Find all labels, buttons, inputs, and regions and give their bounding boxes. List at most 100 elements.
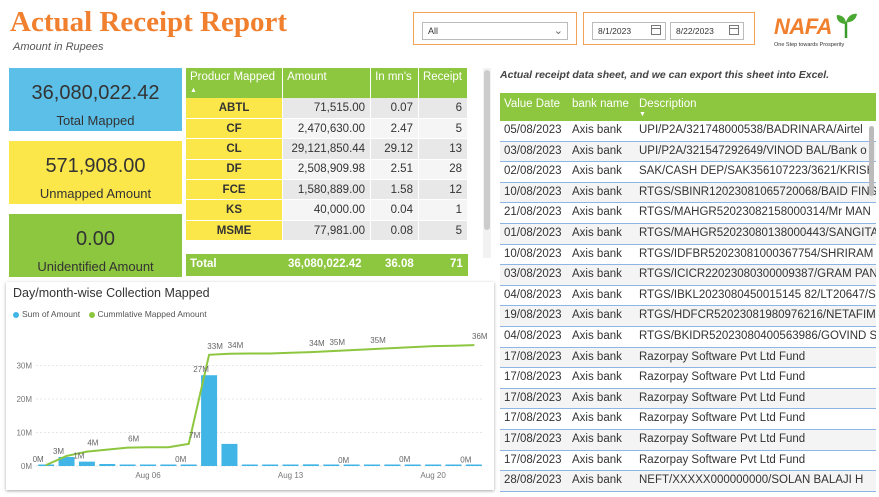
bank-name-cell: Axis bank: [572, 309, 622, 322]
list-item[interactable]: 17/08/2023 Axis bank Razorpay Software Pvt…: [500, 451, 876, 472]
collection-chart-panel: 0M 10M 20M 30M 0M 3M 1M 0M 27M 0M 0M 0M 4M 6M 7M 33M 34M…: [6, 282, 494, 490]
list-item[interactable]: 21/08/2023 Axis bank RTGS/MAHGR52023082158…: [500, 203, 876, 224]
filter-slicer: All ⌄: [413, 12, 577, 45]
bar-data-label: 3M: [53, 447, 64, 456]
kpi-unidentified-card[interactable]: 0.00 Unidentified Amount: [9, 214, 182, 277]
date-range-slicer: 8/1/2023 8/22/2023: [583, 12, 755, 45]
list-item[interactable]: 17/08/2023 Axis bank Razorpay Software Pvt…: [500, 430, 876, 451]
value-date-cell: 01/08/2023: [504, 227, 562, 239]
calendar-icon[interactable]: [651, 25, 661, 35]
column-header-product[interactable]: Producr Mapped ▲: [186, 68, 284, 98]
category-dropdown[interactable]: All ⌄: [422, 22, 568, 40]
list-item[interactable]: 17/08/2023 Axis bank Razorpay Software Pvt…: [500, 368, 876, 389]
list-item[interactable]: 02/08/2023 Axis bank SAK/CASH DEP/SAK35610…: [500, 162, 876, 183]
column-header-value-date[interactable]: Value Date: [504, 98, 561, 110]
table-row[interactable]: ABTL 71,515.00 0.07 6: [186, 98, 468, 119]
description-cell: RTGS/HDFCR52023081980976216/NETAFIM: [639, 309, 876, 322]
column-header-amount[interactable]: Amount: [282, 68, 372, 98]
bar-data-label: 1M: [73, 452, 84, 461]
bar: [262, 464, 279, 466]
product-cell: CF: [186, 118, 284, 140]
receipt-cell: 5: [418, 118, 468, 140]
bar: [241, 464, 258, 466]
bank-name-cell: Axis bank: [572, 350, 622, 363]
scrollbar-thumb[interactable]: [869, 126, 874, 196]
amount-cell: 77,981.00: [282, 220, 372, 242]
list-item[interactable]: 04/08/2023 Axis bank RTGS/IBKL202308045001…: [500, 286, 876, 307]
value-date-cell: 17/08/2023: [504, 453, 562, 466]
sort-down-icon[interactable]: ▼: [639, 111, 646, 118]
kpi-total-mapped-value: 36,080,022.42: [31, 82, 160, 104]
column-header-bank-name[interactable]: bank name: [572, 98, 629, 110]
calendar-icon[interactable]: [729, 25, 739, 35]
list-item[interactable]: 10/08/2023 Axis bank RTGS/IDFBR52023081000…: [500, 245, 876, 266]
list-item[interactable]: 17/08/2023 Axis bank Razorpay Software Pvt…: [500, 409, 876, 430]
column-header-receipt[interactable]: Receipt: [418, 68, 468, 98]
bar-data-label: 0M: [460, 456, 471, 465]
line-point: [208, 353, 210, 356]
receipt-cell: 13: [418, 138, 468, 160]
line-point: [330, 350, 333, 352]
bank-name-cell: Axis bank: [572, 206, 622, 219]
table-row[interactable]: CF 2,470,630.00 2.47 5: [186, 118, 468, 140]
legend-item-cumulative[interactable]: Cummlative Mapped Amount: [88, 309, 207, 319]
line-data-label: 35M: [329, 338, 345, 347]
line-point: [86, 450, 88, 453]
sort-up-icon[interactable]: ▲: [190, 87, 197, 94]
list-item[interactable]: 01/08/2023 Axis bank RTGS/MAHGR52023080138…: [500, 224, 876, 245]
list-item[interactable]: 05/08/2023 Axis bank UPI/P2A/321748000538/…: [500, 121, 876, 142]
bar-data-label: 27M: [193, 365, 209, 374]
x-tick-label: Aug 20: [420, 471, 446, 480]
value-date-cell: 28/08/2023: [504, 474, 562, 487]
value-date-cell: 17/08/2023: [504, 433, 562, 445]
column-header-in-mns[interactable]: In mn's: [370, 68, 419, 98]
table-row[interactable]: MSME 77,981.00 0.08 5: [186, 220, 468, 242]
list-item[interactable]: 17/08/2023 Axis bank Razorpay Software Pvt…: [500, 347, 876, 369]
list-item[interactable]: 04/08/2023 Axis bank RTGS/BKIDR52023080400…: [500, 327, 876, 348]
list-item[interactable]: 28/08/2023 Axis bank NEFT/XXXXX000000000/S…: [500, 471, 876, 492]
bank-name-cell: Axis bank: [572, 124, 622, 136]
kpi-unmapped-label: Unmapped Amount: [39, 186, 152, 201]
column-header-description[interactable]: Description: [639, 98, 697, 110]
description-cell: RTGS/MAHGR52023080138000443/SANGITA: [639, 227, 876, 239]
scrollbar-thumb[interactable]: [484, 70, 490, 230]
kpi-total-mapped-card[interactable]: 36,080,022.42 Total Mapped: [9, 68, 182, 131]
table-row[interactable]: KS 40,000.00 0.04 1: [186, 199, 468, 221]
chevron-down-icon[interactable]: ⌄: [553, 25, 563, 37]
cumulative-line: [45, 344, 474, 466]
list-item[interactable]: 03/08/2023 Axis bank RTGS/ICICR22023080300…: [500, 265, 876, 286]
kpi-unmapped-card[interactable]: 571,908.00 Unmapped Amount: [9, 141, 182, 204]
description-cell: UPI/P2A/321748000538/BADRINARA/Airtel: [639, 124, 863, 136]
list-item[interactable]: 19/08/2023 Axis bank RTGS/HDFCR52023081980…: [500, 306, 876, 327]
receipt-cell: 28: [418, 159, 468, 181]
amount-cell: 71,515.00: [282, 98, 372, 119]
value-date-cell: 04/08/2023: [504, 330, 562, 342]
receipt-cell: 6: [418, 98, 468, 119]
list-item[interactable]: 10/08/2023 Axis bank RTGS/SBINR12023081065…: [500, 182, 876, 204]
table-row[interactable]: FCE 1,580,889.00 1.58 12: [186, 179, 468, 201]
bank-name-cell: Axis bank: [572, 474, 622, 487]
line-point: [289, 351, 292, 354]
line-data-label: 35M: [370, 336, 386, 345]
value-date-cell: 10/08/2023: [504, 247, 562, 260]
bar: [180, 464, 197, 466]
table-row[interactable]: DF 2,508,909.98 2.51 28: [186, 159, 468, 181]
bar: [99, 463, 116, 466]
bar: [221, 443, 238, 466]
line-point: [147, 446, 149, 449]
product-cell: FCE: [186, 179, 284, 201]
value-date-cell: 03/08/2023: [504, 268, 562, 281]
date-to-value: 8/22/2023: [676, 26, 714, 36]
list-item[interactable]: 17/08/2023 Axis bank Razorpay Software Pvt…: [500, 388, 876, 410]
date-from-input[interactable]: 8/1/2023: [592, 22, 666, 40]
data-sheet-scrollbar[interactable]: [868, 120, 876, 490]
legend-item-sum[interactable]: Sum of Amount: [13, 309, 80, 319]
line-point: [310, 351, 312, 353]
table-row[interactable]: CL 29,121,850.44 29.12 13: [186, 138, 468, 160]
product-table-scrollbar[interactable]: [483, 68, 491, 258]
date-to-input[interactable]: 8/22/2023: [670, 22, 744, 40]
amount-cell: 40,000.00: [282, 199, 372, 221]
list-item[interactable]: 03/08/2023 Axis bank UPI/P2A/321547292649/…: [500, 141, 876, 163]
line-point: [249, 352, 251, 355]
